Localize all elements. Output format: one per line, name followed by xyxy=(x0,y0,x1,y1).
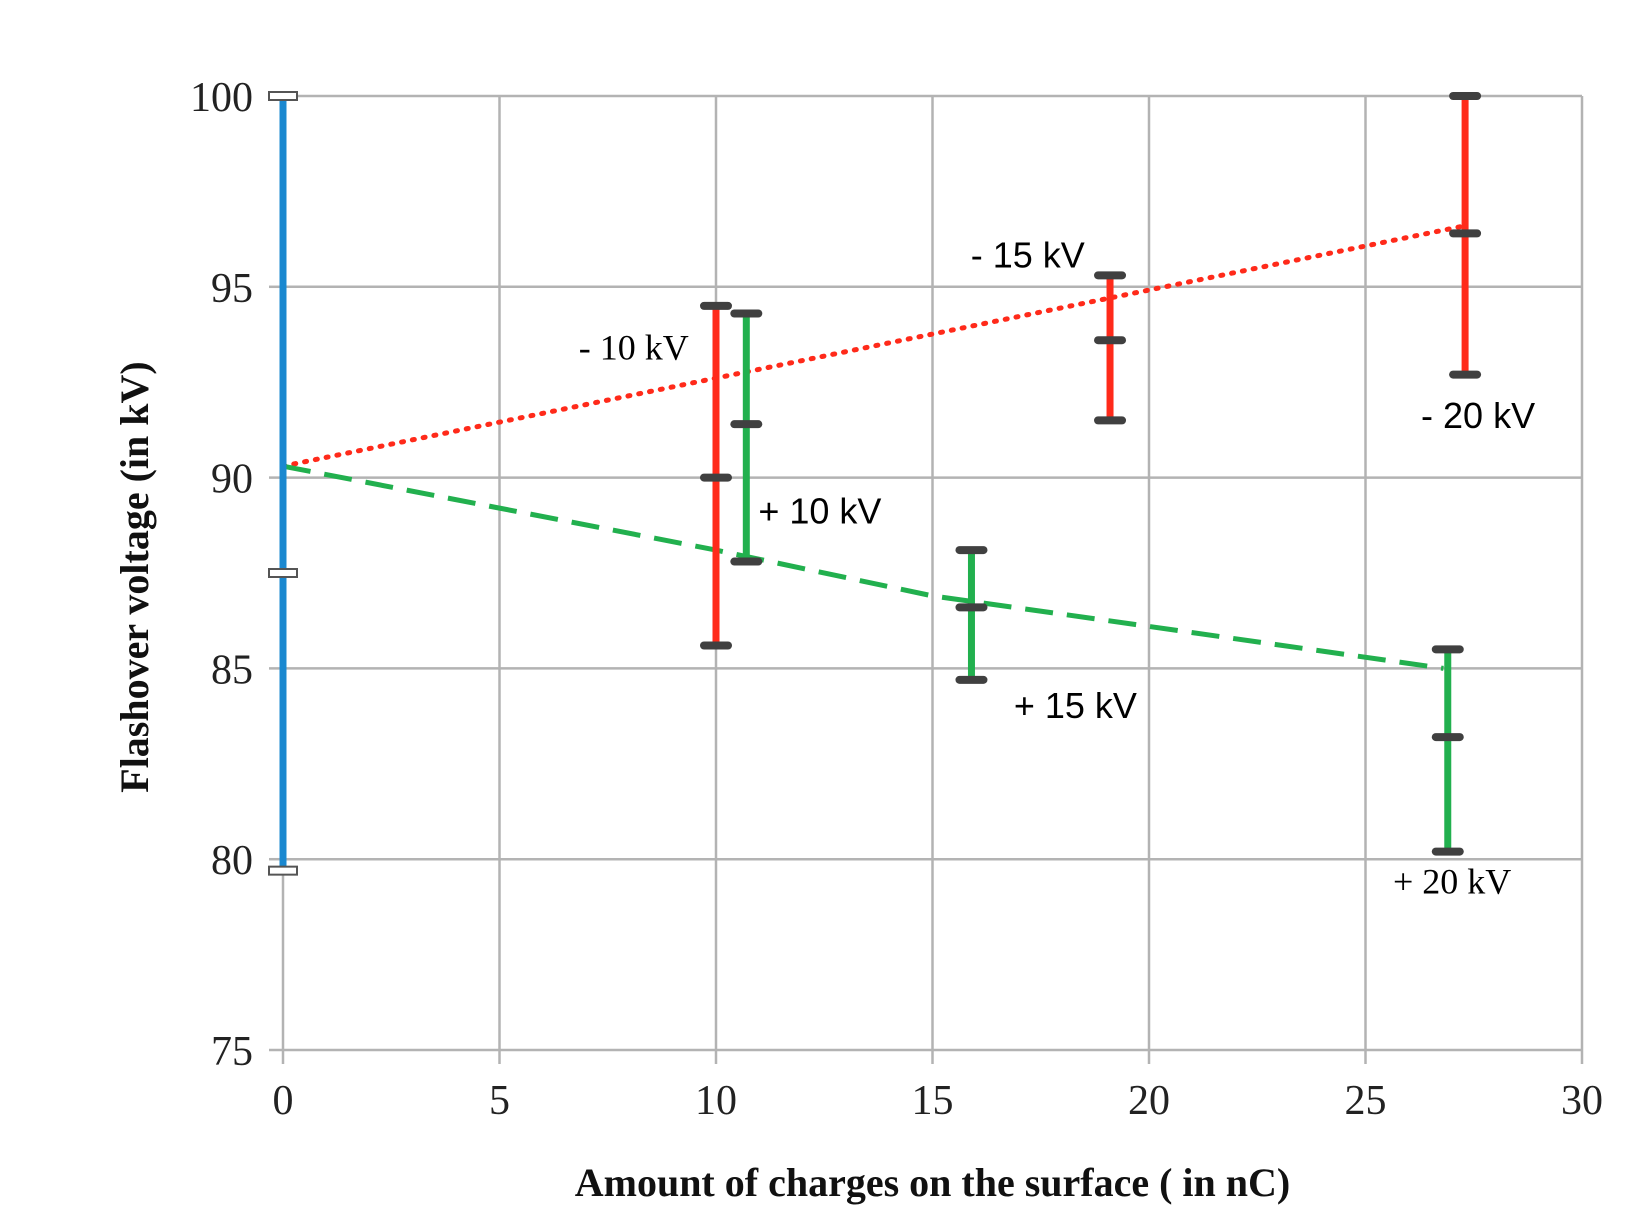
annotation-label-2: + 10 kV xyxy=(758,490,881,531)
x-tick-label-0: 0 xyxy=(273,1078,294,1124)
y-axis-title: Flashover voltage (in kV) xyxy=(112,361,157,792)
y-tick-label-100: 100 xyxy=(190,75,253,121)
positive-error-bar-6 xyxy=(955,546,988,684)
positive-trendline xyxy=(282,463,1444,671)
negative-error-bar-4 xyxy=(1449,92,1482,379)
annotation-label-4: + 15 kV xyxy=(1014,685,1137,726)
negative-error-bar-3 xyxy=(1094,271,1127,425)
annotation-label-6: + 20 kV xyxy=(1393,862,1511,902)
x-tick-label-15: 15 xyxy=(912,1078,954,1124)
x-axis-title: Amount of charges on the surface ( in nC… xyxy=(575,1160,1291,1205)
reference-error-bar-1 xyxy=(268,91,298,876)
error-bars xyxy=(268,91,1482,876)
negative-error-bar-2 xyxy=(700,301,732,650)
y-tick-label-95: 95 xyxy=(211,266,253,312)
x-tick-label-20: 20 xyxy=(1128,1078,1170,1124)
annotation-label-1: - 10 kV xyxy=(579,327,689,367)
positive-error-bar-5 xyxy=(730,309,763,566)
y-tick-label-85: 85 xyxy=(211,647,253,693)
negative-trendline xyxy=(280,223,1468,469)
x-tick-label-5: 5 xyxy=(489,1078,510,1124)
x-tick-label-10: 10 xyxy=(695,1078,737,1124)
tick-labels: 0 5 10 15 20 25 30 75 80 85 90 95 100 xyxy=(190,75,1603,1124)
error-bar-cap-high xyxy=(268,91,298,101)
error-bar-cap-low xyxy=(268,865,298,876)
error-bar-cap-mid xyxy=(268,568,298,578)
y-tick-label-80: 80 xyxy=(211,838,253,884)
annotation-label-3: - 15 kV xyxy=(971,235,1085,276)
annotations: - 10 kV + 10 kV - 15 kV + 15 kV - 20 kV + 20 … xyxy=(579,235,1535,902)
trendlines xyxy=(280,223,1468,671)
x-tick-label-30: 30 xyxy=(1561,1078,1603,1124)
y-tick-label-75: 75 xyxy=(211,1029,253,1075)
grid-lines xyxy=(283,94,1584,1050)
annotation-label-5: - 20 kV xyxy=(1421,395,1535,436)
x-tick-label-25: 25 xyxy=(1345,1078,1387,1124)
positive-error-bar-7 xyxy=(1431,645,1464,856)
y-tick-label-90: 90 xyxy=(211,457,253,503)
